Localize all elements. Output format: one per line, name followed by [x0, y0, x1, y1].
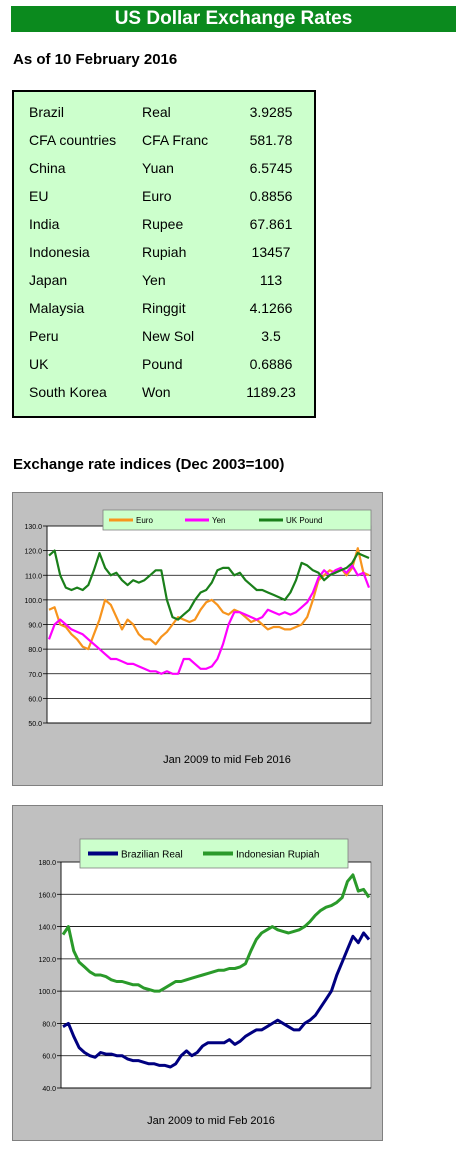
- y-tick-label: 130.0: [24, 524, 42, 531]
- rate-currency: Yuan: [142, 160, 174, 176]
- rate-value: 3.5: [261, 328, 281, 344]
- series-line-2: [48, 549, 370, 621]
- series-line-0: [48, 547, 370, 651]
- rate-value: 13457: [251, 244, 291, 260]
- rates-body: Brazil Real 3.9285 CFA countries CFA Franc 58…: [29, 98, 310, 406]
- rate-value: 0.6886: [249, 356, 293, 372]
- series-line-1: [61, 873, 371, 993]
- rates-grid: Brazil Real 3.9285 CFA countries CFA Franc 58…: [29, 98, 310, 406]
- rate-country: Japan: [29, 272, 68, 288]
- rate-row: UK Pound 0.6886: [29, 350, 310, 378]
- chart-caption: Jan 2009 to mid Feb 2016: [163, 754, 291, 766]
- rate-row: Indonesia Rupiah 13457: [29, 238, 310, 266]
- legend-label: Euro: [136, 516, 153, 525]
- rate-currency: Ringgit: [142, 300, 186, 316]
- rate-country: China: [29, 160, 66, 176]
- rate-value: 113: [259, 272, 283, 288]
- y-tick-label: 140.0: [38, 925, 56, 932]
- y-tick-label: 50.0: [28, 721, 42, 728]
- legend: [102, 509, 372, 531]
- chart-1: 50.0 60.0 70.0 80.0 90.0 100.0 110.0 120.0 130.0…: [24, 509, 372, 766]
- rate-currency: Rupiah: [142, 244, 187, 260]
- rate-currency: New Sol: [142, 328, 195, 344]
- rate-row: China Yuan 6.5745: [29, 154, 310, 182]
- y-tick-label: 120.0: [38, 957, 56, 964]
- y-tick-label: 100.0: [38, 989, 56, 996]
- as-of-date: As of 10 February 2016: [13, 51, 178, 68]
- chart-1-box: 50.0 60.0 70.0 80.0 90.0 100.0 110.0 120.0 130.0…: [12, 492, 383, 786]
- section-title: Exchange rate indices (Dec 2003=100): [13, 456, 285, 473]
- y-tick-label: 60.0: [28, 696, 42, 703]
- legend-label: Brazilian Real: [121, 850, 183, 861]
- rate-country: South Korea: [29, 384, 107, 400]
- rate-row: Malaysia Ringgit 4.1266: [29, 294, 310, 322]
- rate-row: CFA countries CFA Franc 581.78: [29, 126, 310, 154]
- rate-value: 67.861: [249, 216, 293, 232]
- rate-row: Peru New Sol 3.5: [29, 322, 310, 350]
- y-tick-label: 60.0: [42, 1054, 56, 1061]
- rate-currency: Won: [142, 384, 171, 400]
- rate-value: 0.8856: [249, 188, 293, 204]
- legend-label: Yen: [212, 516, 226, 525]
- y-tick-label: 40.0: [42, 1086, 56, 1093]
- rate-country: EU: [29, 188, 49, 204]
- rate-country: India: [29, 216, 60, 232]
- rate-value: 1189.23: [246, 384, 296, 400]
- legend-label: UK Pound: [286, 516, 322, 525]
- chart-caption: Jan 2009 to mid Feb 2016: [147, 1115, 275, 1127]
- rates-table: Brazil Real 3.9285 CFA countries CFA Franc 58…: [12, 90, 316, 418]
- series-line-1: [47, 564, 371, 675]
- page-banner: US Dollar Exchange Rates: [11, 6, 456, 32]
- rate-country: Peru: [29, 328, 59, 344]
- chart-2: 40.0 60.0 80.0 100.0 120.0 140.0 160.0 180.0 Bra…: [38, 838, 372, 1127]
- rate-row: Japan Yen 113: [29, 266, 310, 294]
- y-tick-label: 110.0: [25, 573, 42, 580]
- rate-country: Malaysia: [29, 300, 85, 316]
- rate-currency: Pound: [142, 356, 183, 372]
- rate-value: 3.9285: [249, 104, 293, 120]
- chart-2-box: 40.0 60.0 80.0 100.0 120.0 140.0 160.0 180.0 Bra…: [12, 805, 383, 1141]
- y-tick-label: 160.0: [38, 892, 56, 899]
- y-tick-label: 70.0: [28, 672, 42, 679]
- rate-row: Brazil Real 3.9285: [29, 98, 310, 126]
- rate-currency: Real: [142, 104, 171, 120]
- rate-value: 6.5745: [249, 160, 293, 176]
- rate-currency: Rupee: [142, 216, 184, 232]
- rate-value: 4.1266: [249, 300, 293, 316]
- y-tick-label: 80.0: [28, 647, 42, 654]
- plot-area: [60, 861, 372, 1089]
- y-tick-label: 90.0: [28, 623, 42, 630]
- rate-row: India Rupee 67.861: [29, 210, 310, 238]
- y-tick-label: 80.0: [42, 1021, 56, 1028]
- rate-country: Indonesia: [29, 244, 90, 260]
- legend-label: Indonesian Rupiah: [236, 850, 319, 861]
- y-tick-label: 100.0: [24, 598, 42, 605]
- rate-value: 581.78: [249, 132, 293, 148]
- rate-row: South Korea Won 1189.23: [29, 378, 310, 406]
- rate-currency: Euro: [142, 188, 172, 204]
- series-line-0: [62, 931, 371, 1069]
- y-tick-label: 120.0: [24, 549, 42, 556]
- rate-country: Brazil: [29, 104, 65, 120]
- y-tick-label: 180.0: [38, 860, 56, 867]
- rate-country: CFA countries: [29, 132, 117, 148]
- rate-row: EU Euro 0.8856: [29, 182, 310, 210]
- rate-country: UK: [29, 356, 49, 372]
- rate-currency: CFA Franc: [142, 132, 209, 148]
- rate-currency: Yen: [142, 272, 166, 288]
